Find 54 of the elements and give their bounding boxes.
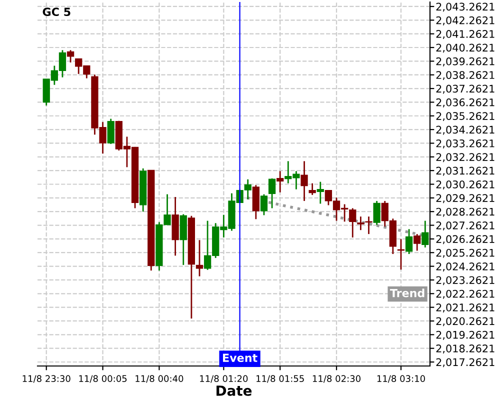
candlestick — [414, 233, 421, 252]
x-tick-label: 11/8 01:55 — [256, 375, 304, 383]
y-tick-label: 2,035.2621 — [436, 112, 494, 122]
y-tick-label: 2,026.2621 — [436, 235, 494, 244]
y-tick-label: 2,038.2621 — [436, 71, 494, 80]
y-tick-label: 2,041.2621 — [436, 30, 494, 39]
y-tick-label: 2,043.2621 — [436, 2, 494, 12]
candlestick — [357, 216, 364, 231]
y-tick-label: 2,032.2621 — [436, 153, 494, 162]
text: Trend — [390, 288, 424, 298]
y-tick-label: 2,027.2621 — [436, 221, 494, 230]
y-tick-label: 2,019.2621 — [436, 330, 494, 340]
y-tick-label: 2,030.2621 — [436, 180, 494, 190]
candlestick — [268, 178, 276, 209]
y-tick-label: 2,021.2621 — [436, 304, 494, 312]
y-tick-label: 2,020.2621 — [436, 317, 494, 326]
candlestick — [252, 184, 260, 220]
annotation: Event — [223, 354, 258, 362]
y-tick-label: 2,024.2621 — [436, 262, 494, 272]
y-tick-label: 2,029.2621 — [436, 194, 494, 204]
candlestick — [373, 200, 380, 226]
candlestick — [66, 49, 74, 64]
candlestick — [422, 220, 429, 248]
y-tick-label: 2,037.2621 — [436, 84, 494, 94]
y-tick-label: 2,033.2621 — [436, 139, 494, 148]
candlestick — [196, 239, 204, 277]
x-tick-label: 11/8 02:30 — [312, 375, 360, 383]
y-tick-label: 2,023.2621 — [436, 276, 494, 286]
x-tick-label: 11/8 01:20 — [200, 375, 248, 383]
candlestick — [349, 208, 356, 238]
y-tick-label: 2,018.2621 — [436, 344, 494, 354]
candlestick — [107, 118, 114, 145]
y-tick-label: 2,036.2621 — [436, 98, 494, 108]
chart-title: GC 5 — [42, 8, 70, 16]
candlestick — [316, 181, 324, 204]
y-tick-label: 2,042.2621 — [436, 16, 494, 26]
y-tick-label: 2,034.2621 — [436, 126, 494, 135]
x-tick-label: 11/8 03:10 — [377, 375, 425, 383]
candlestick — [308, 182, 316, 196]
candlestick — [276, 170, 284, 194]
candlestick — [300, 160, 308, 202]
y-tick-label: 2,022.2621 — [436, 290, 494, 299]
x-tick-label: 11/8 00:40 — [136, 375, 184, 383]
x-axis-title: Date — [216, 386, 252, 396]
y-tick-label: 2,017.2621 — [436, 358, 494, 368]
candlestick — [405, 228, 413, 255]
y-tick-label: 2,031.2621 — [436, 166, 494, 176]
x-tick-label: 11/8 23:30 — [22, 375, 70, 383]
y-tick-label: 2,025.2621 — [436, 248, 494, 258]
y-tick-label: 2,039.2621 — [436, 57, 494, 66]
y-tick-label: 2,040.2621 — [436, 44, 494, 53]
candlestick — [260, 194, 268, 216]
x-tick-label: 11/8 00:05 — [79, 375, 127, 383]
y-tick-label: 2,028.2621 — [436, 208, 494, 217]
